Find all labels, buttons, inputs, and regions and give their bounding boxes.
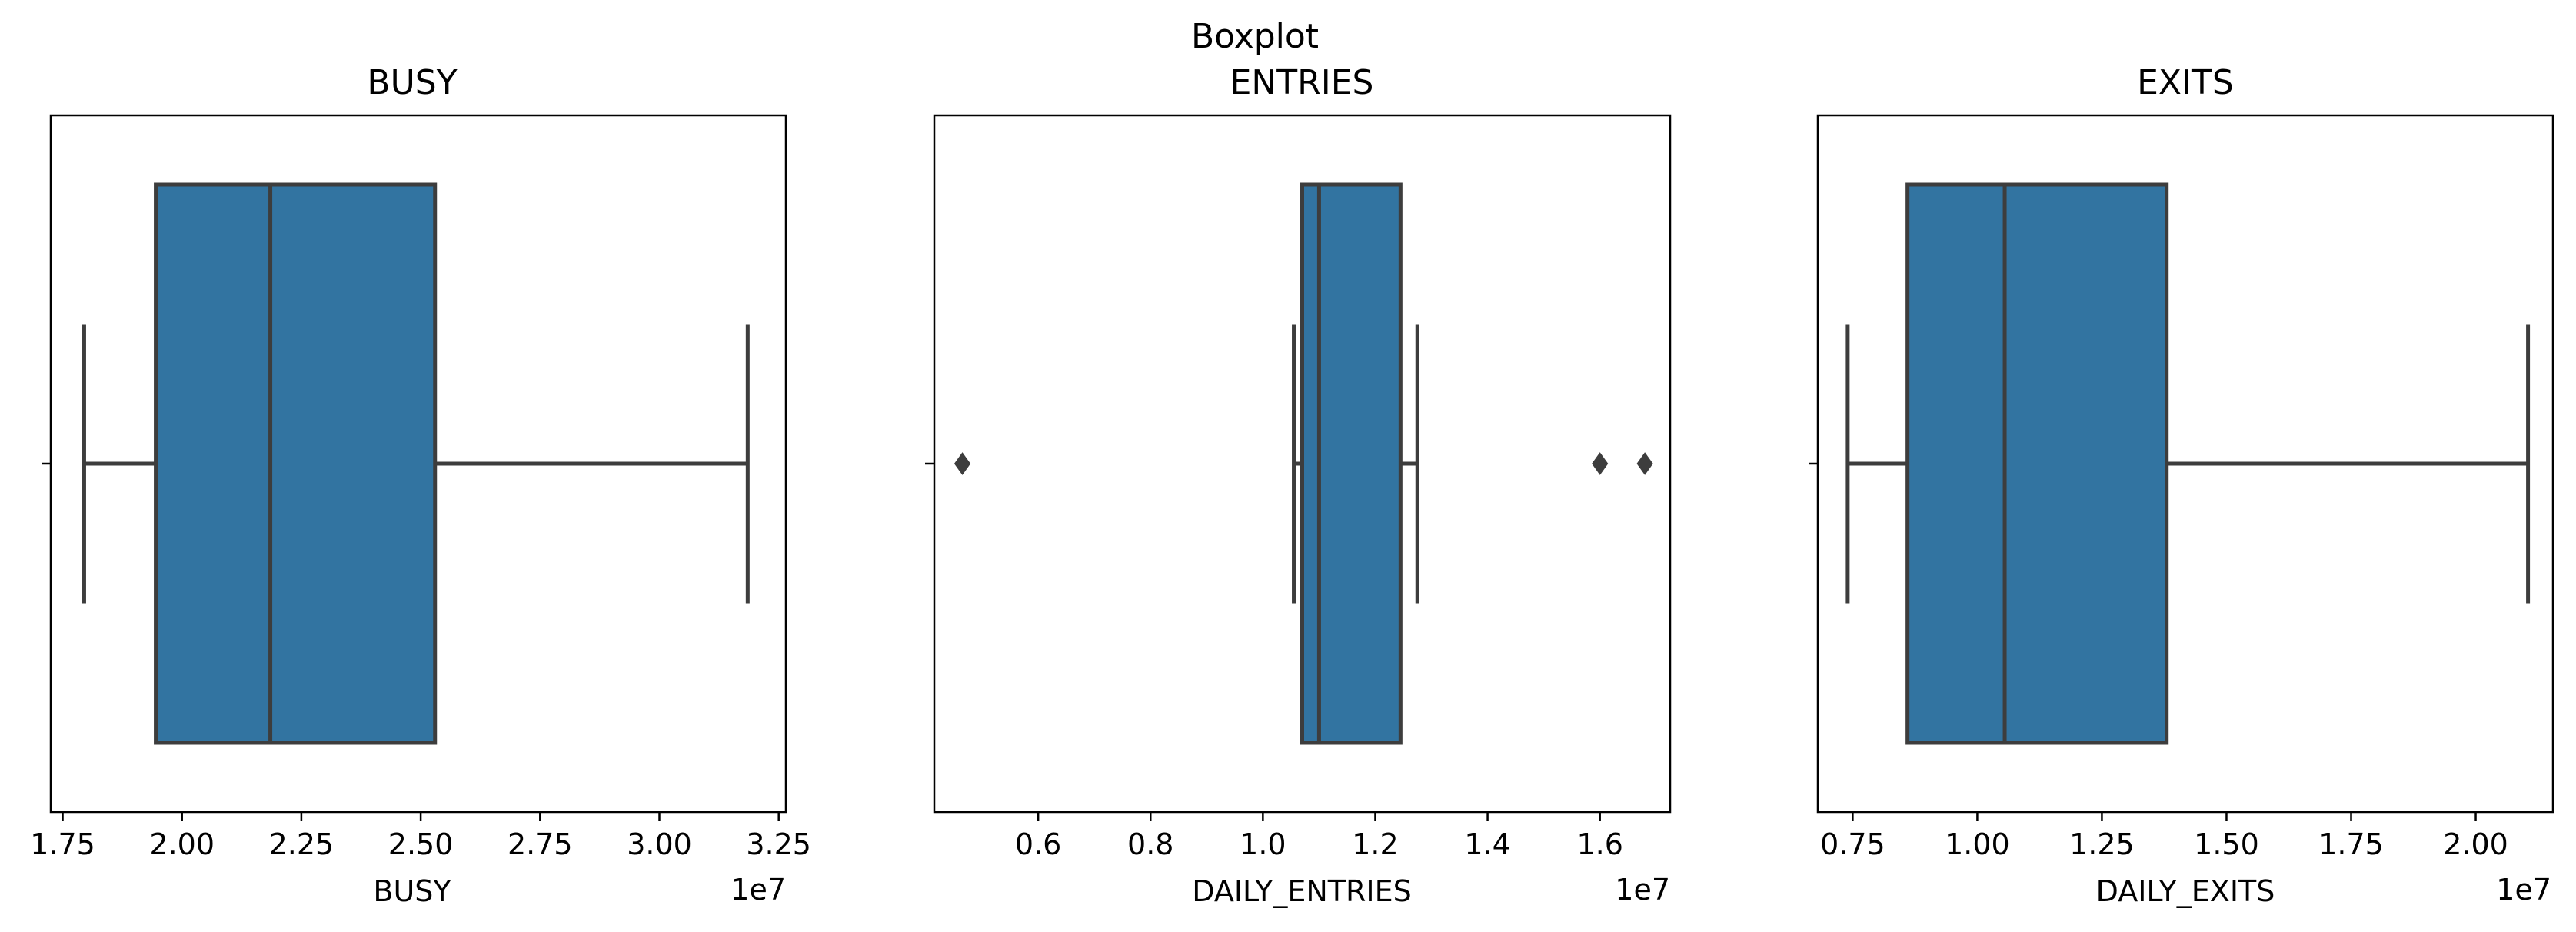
x-tick-label: 0.75 [1820, 827, 1885, 861]
x-tick-label: 1.50 [2194, 827, 2259, 861]
x-tick-label: 1.75 [30, 827, 95, 861]
x-tick-label: 0.8 [1127, 827, 1173, 861]
x-axis-label: DAILY_EXITS [2096, 874, 2275, 908]
x-tick-label: 1.25 [2069, 827, 2135, 861]
x-tick-label: 3.25 [746, 827, 811, 861]
x-axis-label: BUSY [373, 874, 451, 908]
subplot-title: ENTRIES [1230, 63, 1374, 102]
x-tick-label: 2.00 [149, 827, 215, 861]
subplot-entries: ENTRIES DAILY_ENTRIES 1e7 0.6 0.8 1.0 1.2 1.… [925, 63, 1672, 908]
x-tick-label: 1.75 [2318, 827, 2384, 861]
x-tick-label: 3.00 [627, 827, 692, 861]
x-tick-label: 1.0 [1240, 827, 1286, 861]
offset-text: 1e7 [731, 873, 786, 907]
x-tick-label: 1.2 [1352, 827, 1398, 861]
subplot-title: BUSY [367, 63, 457, 102]
x-tick-label: 1.6 [1576, 827, 1622, 861]
offset-text: 1e7 [2496, 873, 2551, 907]
figure-title: Boxplot [1191, 17, 1319, 56]
x-tick-label: 2.50 [388, 827, 454, 861]
box-iqr [1905, 182, 2169, 745]
offset-text: 1e7 [1615, 873, 1670, 907]
x-tick-label: 1.4 [1464, 827, 1510, 861]
outlier-point [954, 452, 971, 475]
subplot-busy: BUSY BUSY 1e7 1.75 2.00 2.25 2.50 2.75 3.00 3.… [30, 63, 811, 908]
subplot-exits: EXITS DAILY_EXITS 1e7 0.75 1.00 1.25 1.50 1.… [1809, 63, 2554, 908]
x-tick-label: 1.00 [1945, 827, 2010, 861]
x-tick-label: 0.6 [1015, 827, 1061, 861]
box-iqr [154, 182, 438, 745]
x-axis-label: DAILY_ENTRIES [1192, 874, 1412, 908]
x-tick-label: 2.25 [269, 827, 334, 861]
x-tick-label: 2.00 [2443, 827, 2508, 861]
outlier-point [1592, 452, 1609, 475]
subplot-title: EXITS [2137, 63, 2234, 102]
x-tick-label: 2.75 [508, 827, 573, 861]
outlier-point [1636, 452, 1653, 475]
box-iqr [1300, 182, 1403, 745]
